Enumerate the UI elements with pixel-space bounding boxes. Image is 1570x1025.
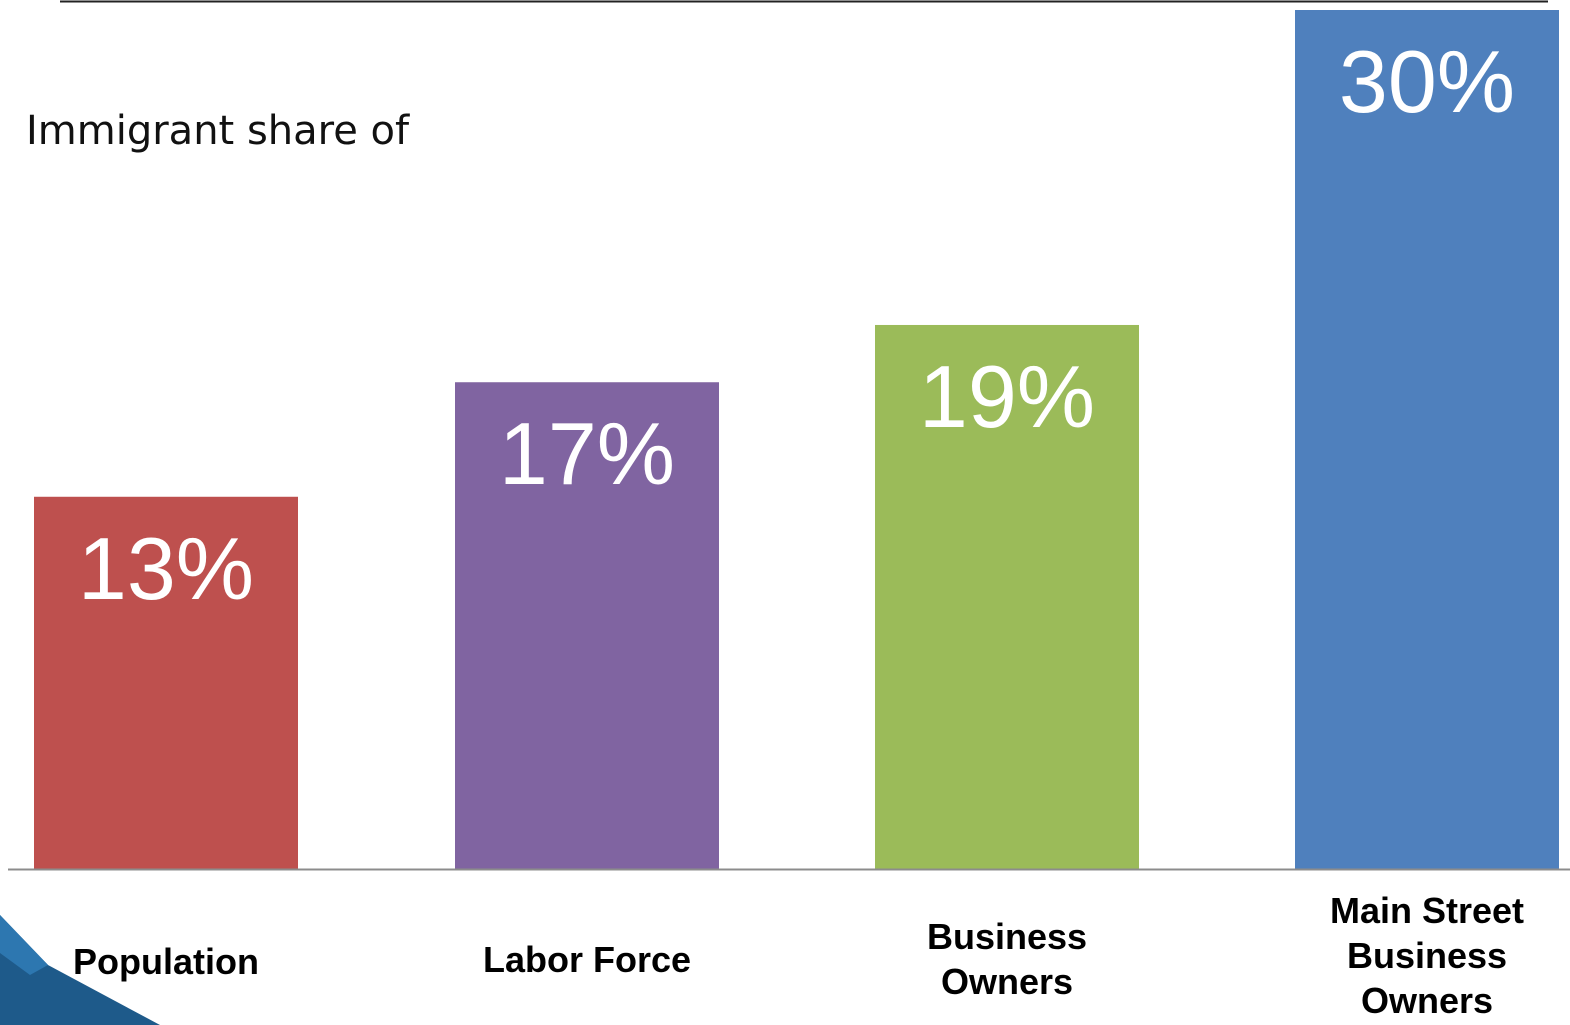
category-label-business-owners: Business Owners	[926, 916, 1088, 1002]
data-label-main-street-business-owners: 30%	[1339, 32, 1515, 131]
chart-subtitle: Immigrant share of	[26, 108, 410, 154]
data-label-labor-force: 17%	[499, 404, 675, 503]
logo-fragment-image	[0, 915, 160, 1025]
bars-layer: 13% 17% 19% 30%	[34, 10, 1559, 869]
bar-business-owners	[875, 324, 1139, 869]
category-label-population: Population	[73, 940, 259, 982]
data-label-business-owners: 19%	[919, 347, 1095, 446]
category-label-labor-force: Labor Force	[482, 938, 692, 980]
bar-population	[34, 496, 298, 869]
data-label-population: 13%	[78, 519, 254, 618]
category-label-main-street-business-owners: Main Street Business Owners	[1329, 890, 1525, 1021]
bar-main-street-business-owners	[1295, 10, 1559, 869]
bar-labor-force	[455, 382, 719, 869]
